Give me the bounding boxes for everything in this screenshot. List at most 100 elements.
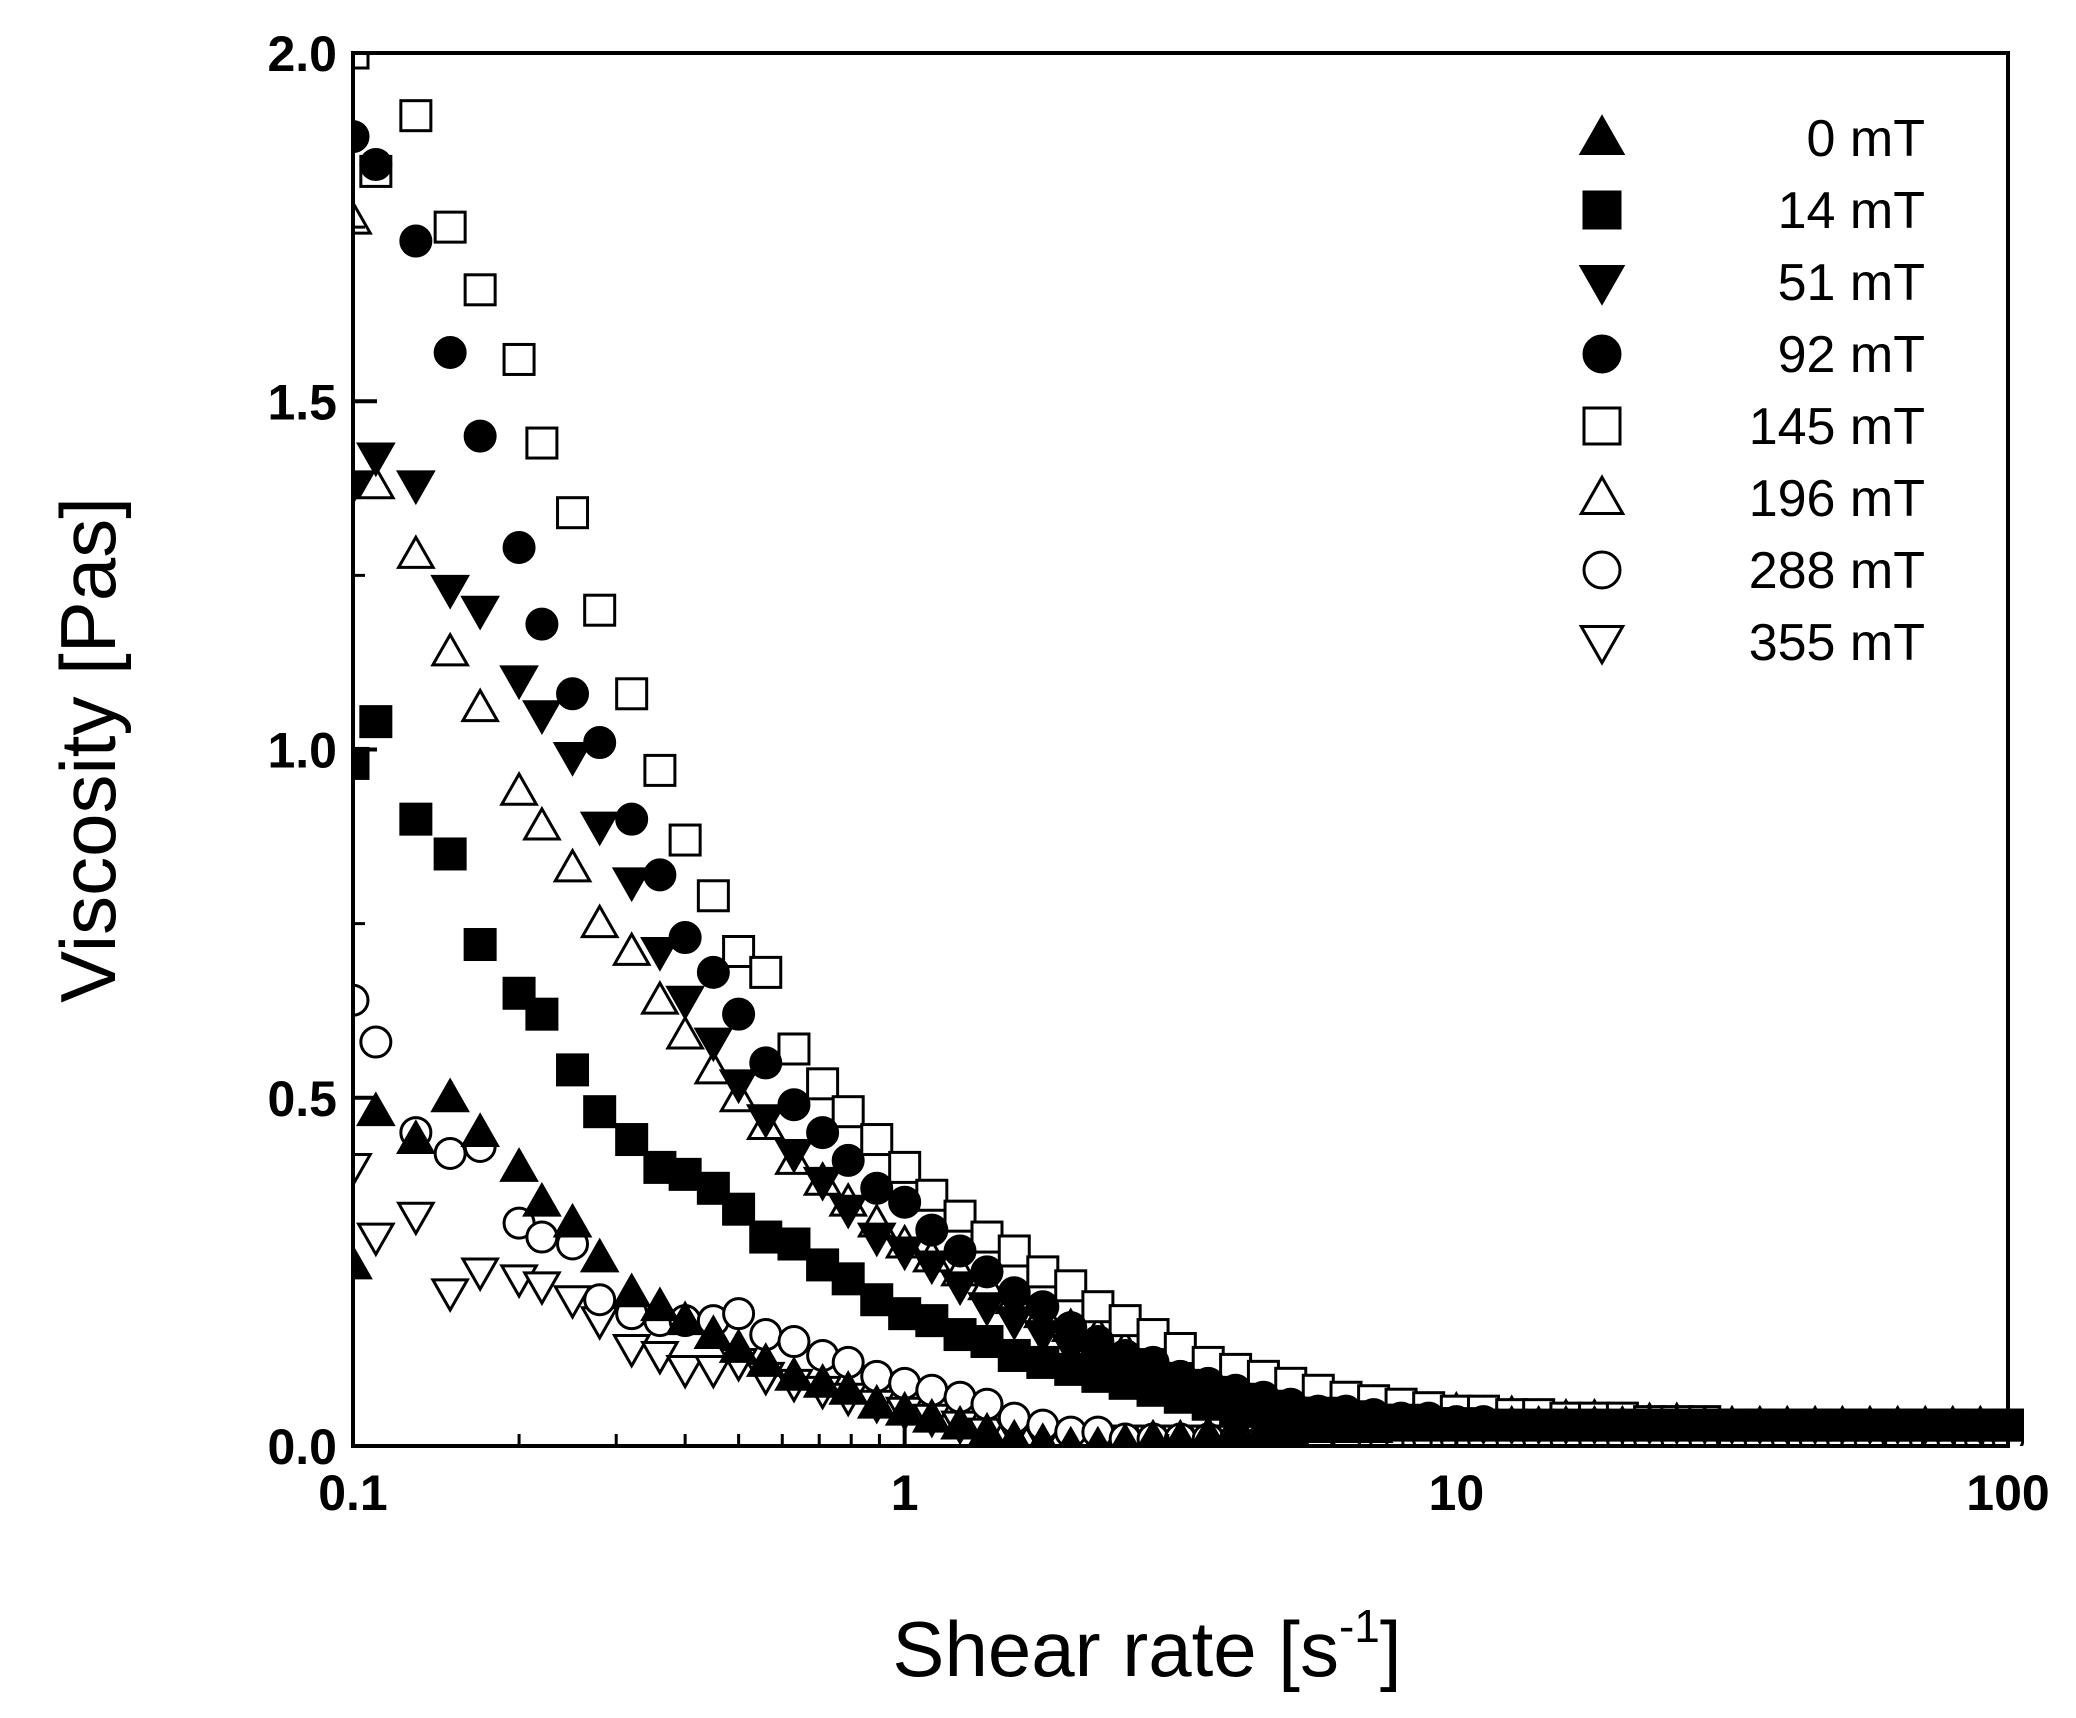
legend-label: 288 mT [1749, 542, 1925, 600]
data-point [460, 1257, 500, 1293]
data-point [1877, 1404, 1918, 1440]
data-point [1326, 1408, 1366, 1444]
data-point [433, 335, 467, 369]
data-point [970, 1325, 1004, 1359]
data-point [1491, 1404, 1532, 1440]
data-point [353, 983, 370, 1017]
data-point [579, 1237, 620, 1273]
data-point [611, 867, 652, 903]
data-point [888, 1150, 922, 1184]
data-point [525, 997, 559, 1031]
y-tick-label: 0.5 [267, 1071, 337, 1127]
x-axis-label-close: ] [1380, 1605, 1402, 1693]
data-point [643, 753, 677, 787]
y-tick-label: 2.0 [267, 26, 337, 82]
data-point [579, 811, 620, 847]
legend-item: 145 mT [1582, 398, 1925, 456]
data-point [777, 1227, 811, 1261]
data-point [1740, 1404, 1780, 1440]
data-point [1022, 1320, 1063, 1355]
data-point [884, 1236, 925, 1272]
legend-label: 14 mT [1778, 182, 1925, 240]
data-point [502, 531, 536, 565]
y-tick-label: 1.0 [267, 723, 337, 779]
data-point [1191, 1387, 1225, 1421]
data-point [749, 955, 783, 989]
data-point [396, 534, 436, 569]
data-point [1629, 1404, 1670, 1440]
data-point [856, 1222, 897, 1258]
series-92-mt [353, 120, 2024, 1442]
data-point [460, 595, 500, 631]
x-tick-label: 10 [1429, 1465, 1485, 1521]
x-tick-label: 1 [891, 1465, 919, 1521]
data-point [1190, 1415, 1226, 1446]
data-point [583, 1095, 617, 1129]
legend-marker [1578, 264, 1626, 306]
data-point [396, 1119, 436, 1154]
data-point [1408, 1404, 1449, 1440]
data-point [745, 1104, 786, 1139]
legend-marker [1578, 474, 1626, 516]
data-point [860, 1283, 894, 1317]
data-point [359, 1025, 393, 1059]
data-point [997, 1338, 1031, 1372]
data-point [806, 1067, 840, 1101]
legend: 0 mT 14 mT 51 mT 92 mT 145 mT 196 mT 288 mT 355… [1578, 110, 1925, 672]
x-axis-label-text: Shear rate [s [892, 1605, 1339, 1693]
data-point [399, 99, 433, 133]
legend-marker [1582, 190, 1622, 230]
data-point [615, 1123, 649, 1157]
data-point [1463, 1404, 1504, 1440]
data-point [777, 1325, 811, 1359]
data-point [1932, 1404, 1973, 1440]
data-point [1050, 1334, 1091, 1369]
data-point [359, 705, 393, 739]
data-point [828, 1194, 869, 1230]
data-point [643, 858, 677, 892]
legend-label: 51 mT [1778, 254, 1925, 312]
data-point [888, 1297, 922, 1331]
data-point [722, 1192, 756, 1226]
data-point [940, 1404, 980, 1440]
data-point [353, 470, 373, 506]
data-point [1656, 1404, 1697, 1440]
data-point [1163, 1380, 1197, 1414]
data-point [356, 464, 396, 500]
data-point [915, 1304, 949, 1338]
data-point [693, 1314, 734, 1349]
data-point [640, 1286, 680, 1322]
data-point [499, 771, 539, 806]
data-point [693, 1354, 734, 1390]
data-point [1684, 1404, 1725, 1440]
data-point [722, 997, 756, 1031]
legend-item: 0 mT [1578, 110, 1925, 168]
data-point [1136, 1373, 1170, 1407]
data-point [356, 442, 396, 478]
data-point [430, 1077, 470, 1113]
data-point [802, 1166, 843, 1202]
data-point [463, 273, 497, 307]
data-point [433, 1136, 467, 1170]
data-point [579, 903, 620, 939]
legend-marker [1582, 334, 1622, 374]
data-point [615, 802, 649, 836]
data-point [943, 1199, 977, 1233]
data-point [1712, 1404, 1752, 1440]
data-point [499, 1147, 539, 1182]
legend-marker [1578, 114, 1626, 156]
data-point [525, 1220, 559, 1254]
legend-item: 92 mT [1582, 326, 1925, 384]
data-point [430, 631, 470, 667]
y-tick-label: 0.0 [267, 1419, 337, 1475]
data-point [460, 687, 500, 723]
data-point [693, 1049, 734, 1085]
data-point [915, 1178, 949, 1212]
data-point [556, 496, 590, 530]
data-point [611, 1272, 652, 1308]
data-point [831, 1095, 865, 1129]
legend-item: 196 mT [1578, 470, 1925, 528]
legend-marker [1582, 406, 1622, 446]
data-point [998, 1418, 1030, 1446]
data-point [522, 1271, 562, 1307]
